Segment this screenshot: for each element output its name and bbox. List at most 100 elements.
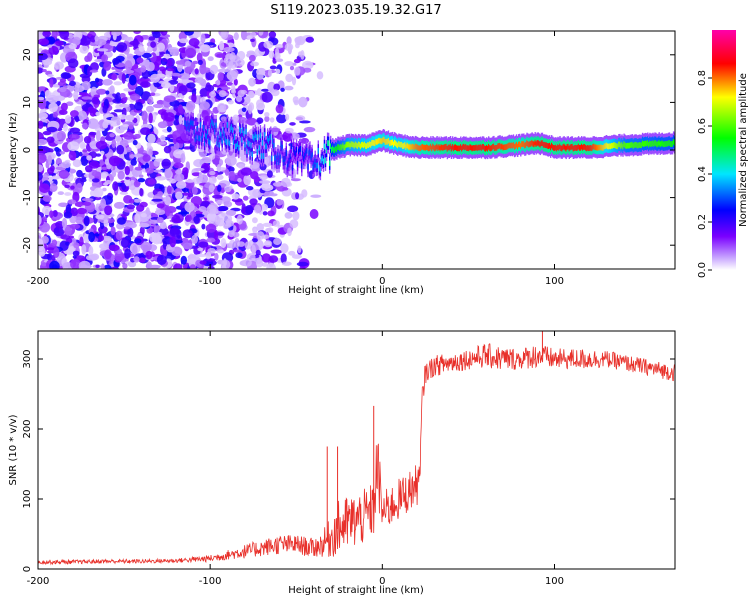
heatmap-speckle: [73, 91, 79, 100]
heatmap-speckle: [146, 98, 152, 104]
heatmap-speckle: [209, 170, 216, 176]
heatmap-cell: [654, 140, 656, 146]
heatmap-speckle: [237, 241, 246, 247]
heatmap-speckle: [117, 217, 126, 225]
heatmap-cell: [459, 145, 461, 152]
heatmap-speckle: [138, 46, 145, 52]
heatmap-cell: [585, 144, 587, 151]
heatmap-cell: [247, 139, 249, 146]
heatmap-speckle: [77, 110, 88, 121]
heatmap-speckle: [113, 201, 125, 209]
heatmap-cell: [533, 141, 535, 148]
heatmap-cell: [612, 142, 614, 149]
heatmap-cell: [602, 145, 605, 151]
heatmap-speckle: [219, 86, 231, 90]
heatmap-speckle: [205, 84, 215, 92]
heatmap-speckle: [136, 204, 145, 212]
heatmap-cell: [255, 134, 257, 141]
heatmap-speckle: [62, 123, 68, 132]
heatmap-cell: [467, 145, 469, 151]
heatmap-cell: [590, 145, 592, 151]
heatmap-speckle: [285, 127, 294, 134]
heatmap-speckle: [72, 250, 80, 257]
heatmap-cell: [658, 139, 660, 146]
x-tick-label: -100: [199, 576, 222, 587]
heatmap-speckle: [184, 60, 192, 67]
heatmap-speckle: [67, 199, 77, 205]
heatmap-speckle: [89, 69, 99, 73]
heatmap-speckle: [145, 250, 153, 260]
heatmap-cell: [622, 143, 624, 150]
heatmap-cell: [656, 141, 658, 148]
heatmap-speckle: [157, 191, 164, 197]
heatmap-speckle: [284, 61, 294, 67]
heatmap-speckle: [227, 166, 235, 173]
heatmap-speckle: [104, 158, 109, 166]
heatmap-cell: [187, 120, 189, 126]
heatmap-speckle: [101, 235, 112, 242]
heatmap-speckle: [169, 227, 180, 237]
heatmap-cell: [323, 143, 326, 150]
heatmap-cell: [468, 145, 470, 152]
heatmap-cell: [280, 141, 282, 148]
heatmap-speckle: [125, 146, 132, 153]
heatmap-cell: [296, 161, 299, 167]
heatmap-speckle: [191, 93, 197, 103]
heatmap-cell: [317, 148, 319, 154]
heatmap-cell: [603, 143, 606, 150]
heatmap-speckle: [150, 73, 160, 83]
heatmap-speckle: [154, 176, 167, 181]
heatmap-speckle: [272, 181, 283, 187]
heatmap-cell: [458, 145, 460, 152]
heatmap-speckle: [208, 153, 216, 160]
heatmap-speckle: [228, 171, 236, 181]
heatmap-cell: [463, 143, 465, 150]
heatmap-cell: [555, 144, 557, 151]
heatmap-cell: [321, 155, 324, 162]
heatmap-speckle: [225, 155, 237, 167]
heatmap-speckle: [139, 222, 150, 228]
heatmap-speckle: [102, 105, 108, 114]
heatmap-cell: [511, 143, 514, 149]
heatmap-cell: [253, 135, 255, 142]
heatmap-cell: [376, 139, 378, 146]
heatmap-speckle: [96, 48, 109, 52]
heatmap-cell: [540, 140, 543, 147]
heatmap-cell: [431, 145, 433, 152]
heatmap-cell: [566, 144, 568, 150]
heatmap-cell: [395, 140, 397, 147]
heatmap-speckle: [272, 220, 280, 227]
heatmap-speckle: [104, 249, 112, 260]
heatmap-cell: [284, 155, 286, 162]
heatmap-speckle: [213, 229, 219, 241]
heatmap-speckle: [186, 82, 196, 89]
heatmap-speckle: [256, 99, 264, 109]
heatmap-cell: [494, 145, 496, 151]
heatmap-cell: [512, 142, 515, 148]
heatmap-speckle: [94, 35, 99, 42]
heatmap-cell: [581, 143, 583, 150]
heatmap-speckle: [291, 76, 297, 86]
heatmap-speckle: [87, 106, 95, 114]
heatmap-speckle: [207, 56, 214, 62]
heatmap-speckle: [138, 174, 144, 178]
heatmap-speckle: [42, 195, 52, 202]
heatmap-cell: [663, 141, 665, 147]
heatmap-cell: [186, 125, 188, 131]
heatmap-speckle: [105, 90, 110, 95]
heatmap-speckle: [76, 169, 83, 178]
heatmap-speckle: [113, 81, 123, 86]
heatmap-cell: [400, 141, 402, 148]
heatmap-speckle: [42, 31, 52, 37]
heatmap-cell: [359, 143, 362, 150]
heatmap-speckle: [38, 214, 42, 226]
heatmap-speckle: [115, 135, 121, 142]
heatmap-cell: [627, 142, 629, 149]
heatmap-speckle: [159, 221, 167, 230]
heatmap-cell: [345, 142, 347, 148]
colorbar-tick-label: 0.8: [697, 70, 708, 86]
heatmap-speckle: [250, 31, 257, 38]
heatmap-speckle: [59, 151, 66, 155]
heatmap-speckle: [248, 102, 255, 112]
heatmap-cell: [460, 144, 462, 150]
